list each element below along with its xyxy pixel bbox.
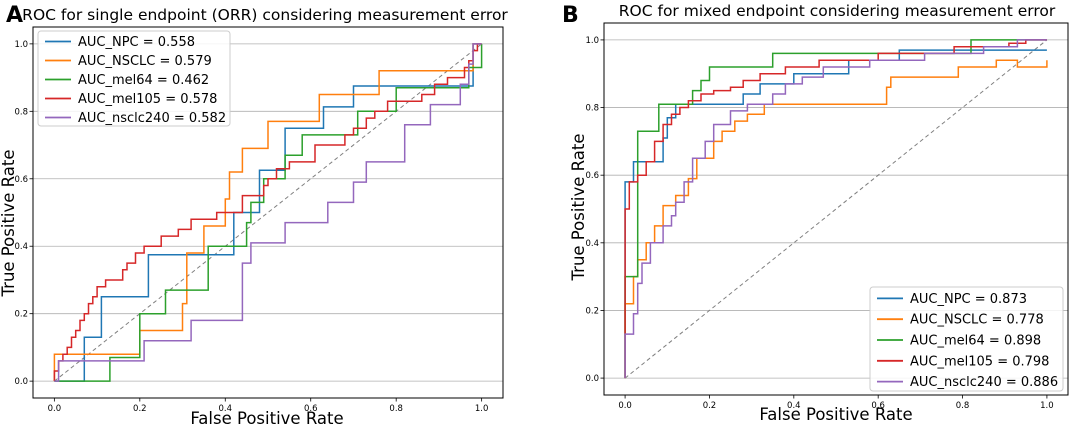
panel-a-xtick-label: 0.0 <box>48 404 62 414</box>
panel-a-axes-frame <box>32 26 504 399</box>
panel-b-xlabel: False Positive Rate <box>759 405 912 424</box>
panel-b-xtick-label: 0.6 <box>871 401 885 411</box>
panel-a-xtick-label: 0.4 <box>219 404 233 414</box>
panel-a-ytick-label: 0.4 <box>14 242 28 252</box>
panel-a-ylabel: True Positive Rate <box>0 150 18 298</box>
panel-b-ytick-label: 0.2 <box>585 306 599 316</box>
panel-b-series-auc-nsclc240 <box>624 39 1047 379</box>
panel-b-ytick-label: 0.8 <box>585 104 599 114</box>
panel-b-letter: B <box>562 3 579 28</box>
panel-b-xtick-label: 1.0 <box>1040 401 1054 411</box>
panel-a-xtick-label: 1.0 <box>475 404 489 414</box>
panel-b-series-auc-nsclc <box>624 59 1048 379</box>
panel-b-legend-label: AUC_NSCLC = 0.778 <box>910 313 1044 328</box>
panel-b-xtick-label: 0.0 <box>618 401 632 411</box>
panel-a-title: ROC for single endpoint (ORR) considerin… <box>22 6 508 24</box>
panel-a-plot: 0.0 0.2 0.4 0.6 0.8 1.0 0.0 0.2 0.4 0.6 0.8 1.0 AUC_… <box>14 26 504 414</box>
panel-a-ytick-label: 0.0 <box>14 377 28 387</box>
panel-a-legend-label: AUC_NSCLC = 0.579 <box>78 54 212 69</box>
panel-b-axes-frame <box>603 22 1069 396</box>
panel-a-series-auc-mel64 <box>54 43 483 382</box>
panel-a-xlabel: False Positive Rate <box>190 409 343 428</box>
panel-a-ytick-label: 0.2 <box>14 310 28 320</box>
panel-a-legend <box>37 30 231 127</box>
panel-b-xtick-label: 0.2 <box>703 401 717 411</box>
panel-a-legend-label: AUC_mel64 = 0.462 <box>78 73 209 88</box>
panel-b-legend-label: AUC_mel105 = 0.798 <box>910 354 1049 369</box>
panel-b-ytick-label: 0.4 <box>585 239 599 249</box>
panel-b-ytick-label: 1.0 <box>585 36 599 46</box>
panel-b-series-auc-mel105 <box>624 39 1047 379</box>
panel-b-xtick-label: 0.4 <box>787 401 801 411</box>
panel-b-ylabel: True Positive Rate <box>569 134 588 282</box>
panel-a-ytick-label: 1.0 <box>14 40 28 50</box>
panel-b-legend <box>869 286 1064 392</box>
panel-a-ytick-label: 0.6 <box>14 175 28 185</box>
panel-a-legend-label: AUC_mel105 = 0.578 <box>78 92 217 107</box>
panel-b-diagonal-line <box>624 39 1048 379</box>
panel-b-ytick-label: 0.0 <box>585 374 599 384</box>
panel-b-title: ROC for mixed endpoint considering measu… <box>619 2 1056 20</box>
panel-a-ytick-label: 0.8 <box>14 107 28 117</box>
panel-a-series-auc-nsclc240 <box>54 43 482 382</box>
panel-b-ytick-label: 0.6 <box>585 171 599 181</box>
panel-b-xtick-label: 0.8 <box>956 401 970 411</box>
panel-b-plot: 0.0 0.2 0.4 0.6 0.8 1.0 0.0 0.2 0.4 0.6 0.8 1.0 AUC_… <box>585 22 1069 411</box>
panel-a-xtick-label: 0.2 <box>133 404 147 414</box>
panel-a-series-auc-mel105 <box>53 43 482 382</box>
panel-b-series-auc-npc <box>624 49 1047 379</box>
panel-b-legend-label: AUC_NPC = 0.873 <box>910 292 1027 307</box>
panel-a-letter: A <box>6 3 23 28</box>
panel-a-legend-label: AUC_nsclc240 = 0.582 <box>78 111 226 126</box>
panel-b-legend-label: AUC_nsclc240 = 0.886 <box>910 375 1058 390</box>
panel-b-legend-label: AUC_mel64 = 0.898 <box>910 334 1041 349</box>
panel-a-series-auc-nsclc <box>53 43 482 382</box>
panel-a-xtick-label: 0.8 <box>389 404 403 414</box>
panel-a-legend-label: AUC_NPC = 0.558 <box>78 35 195 50</box>
panel-a-xtick-label: 0.6 <box>304 404 318 414</box>
panel-a-series-auc-npc <box>54 43 482 382</box>
